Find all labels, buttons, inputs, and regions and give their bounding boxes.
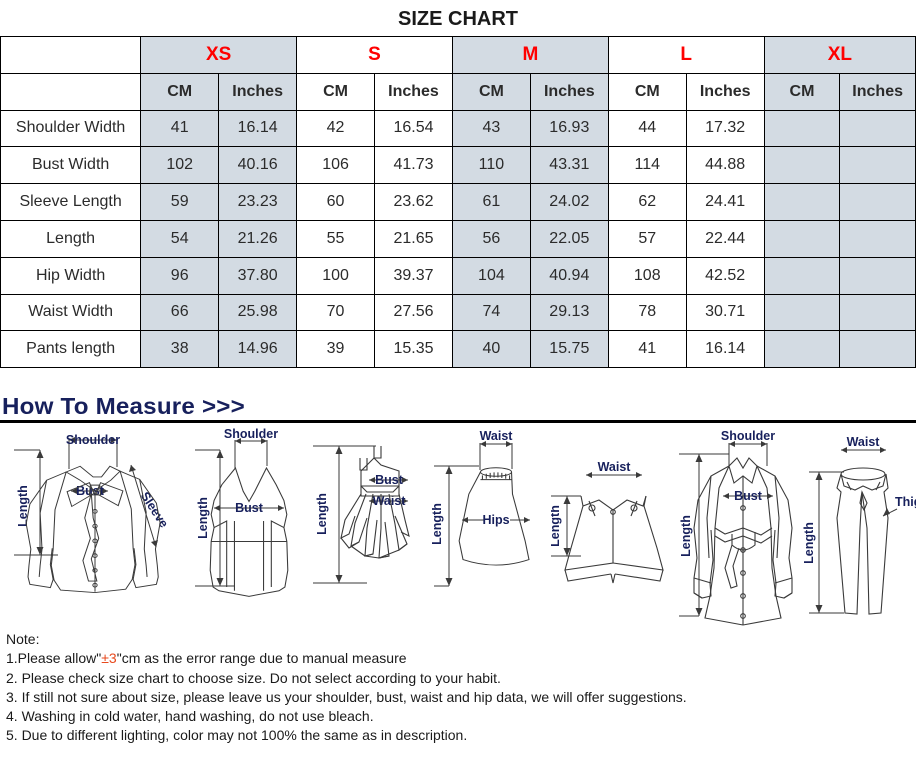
svg-text:Length: Length [315, 493, 329, 535]
svg-text:Shoulder: Shoulder [66, 433, 120, 447]
svg-text:Length: Length [802, 522, 816, 564]
svg-text:Bust: Bust [734, 489, 763, 503]
svg-text:Shoulder: Shoulder [721, 429, 775, 443]
svg-text:Waist: Waist [480, 429, 514, 443]
svg-text:Waist: Waist [847, 435, 881, 449]
svg-text:Bust: Bust [235, 501, 264, 515]
svg-text:Waist: Waist [598, 460, 632, 474]
svg-text:Length: Length [16, 485, 30, 527]
svg-text:Hips: Hips [482, 513, 509, 527]
svg-text:Length: Length [679, 515, 693, 557]
svg-text:Thigh: Thigh [895, 495, 916, 509]
svg-text:Length: Length [196, 497, 210, 539]
svg-text:Shoulder: Shoulder [224, 428, 278, 441]
svg-text:Length: Length [432, 503, 444, 545]
svg-text:Length: Length [551, 505, 562, 547]
